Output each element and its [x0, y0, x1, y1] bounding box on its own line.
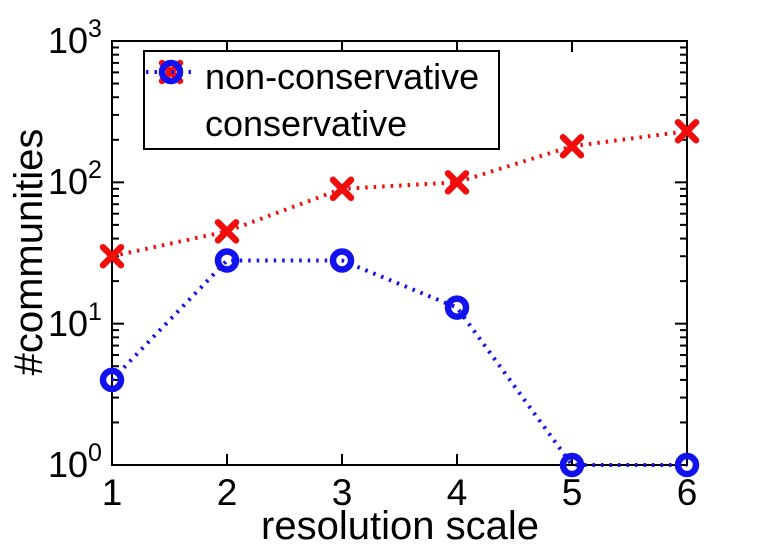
x-tick-label: 6 — [676, 472, 698, 513]
o-marker-icon — [674, 452, 700, 478]
legend-item-non-conservative: non-conservative — [145, 53, 498, 100]
x-marker-icon — [99, 243, 125, 269]
o-marker-icon — [214, 248, 240, 273]
y-tick-label: 103 — [48, 15, 102, 61]
x-marker-icon — [559, 134, 585, 159]
y-tick-label: 102 — [48, 156, 102, 203]
o-marker-icon — [158, 59, 184, 85]
o-marker-icon — [559, 452, 585, 478]
x-tick-label: 2 — [216, 472, 238, 513]
o-marker-icon — [99, 367, 125, 393]
y-tick-label: 100 — [48, 439, 102, 485]
x-marker-icon — [444, 170, 470, 195]
legend-label: conservative — [205, 102, 408, 144]
legend-item-conservative: conservative — [145, 59, 498, 147]
o-marker-sample — [146, 59, 196, 85]
series-line-non-conservative — [111, 129, 688, 259]
x-tick-label: 1 — [101, 472, 123, 513]
x-axis-label: resolution scale — [261, 504, 539, 548]
o-marker-icon — [329, 248, 355, 273]
x-marker-icon — [329, 176, 355, 202]
legend: non-conservative conservative — [143, 50, 500, 150]
o-marker-icon — [444, 295, 470, 320]
x-tick-label: 3 — [331, 472, 353, 513]
y-tick-label: 101 — [48, 297, 102, 344]
legend-label: non-conservative — [205, 55, 480, 97]
y-axis-label: #communities — [7, 128, 51, 376]
x-tick-label: 5 — [561, 472, 583, 513]
legend-o-marker-icon — [146, 59, 202, 144]
series-line-conservative — [110, 258, 687, 467]
x-marker-icon — [674, 118, 700, 144]
x-tick-label: 4 — [446, 472, 468, 513]
x-marker-icon — [214, 219, 240, 244]
